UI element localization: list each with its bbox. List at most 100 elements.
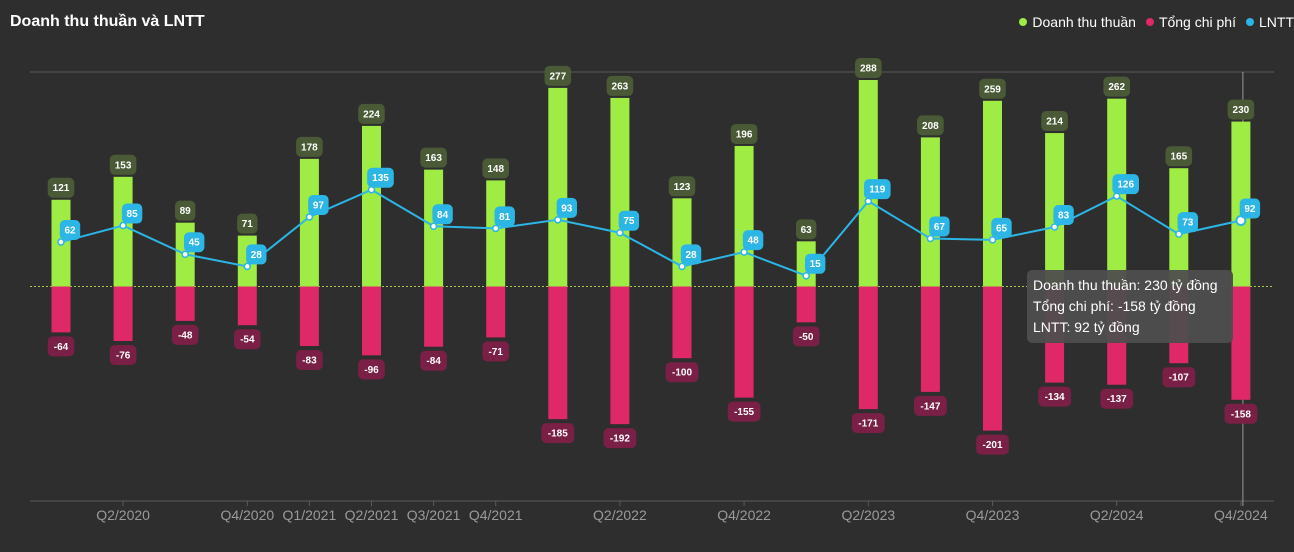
revenue-data-label: 224: [363, 109, 380, 120]
profit-point: [554, 216, 562, 224]
revenue-data-label-bg: [917, 115, 944, 136]
profit-data-label-bg: [184, 232, 205, 253]
revenue-bar: [734, 145, 754, 287]
profit-data-label-bg: [556, 197, 577, 218]
chart-title: Doanh thu thuần và LNTT: [10, 13, 205, 30]
revenue-data-label: 123: [674, 182, 691, 193]
revenue-data-label: 153: [115, 160, 132, 171]
expense-data-label: -84: [426, 356, 441, 367]
revenue-data-label: 148: [487, 164, 504, 175]
expense-data-label-bg: [792, 326, 820, 347]
revenue-data-label: 163: [425, 153, 442, 164]
revenue-data-label-bg: [1103, 76, 1130, 97]
profit-data-label-bg: [1177, 212, 1198, 233]
expense-bar: [51, 286, 71, 333]
expense-data-label: -96: [364, 365, 379, 376]
profit-data-label-bg: [367, 167, 394, 188]
revenue-data-label: 263: [612, 81, 629, 92]
legend-label-profit: LNTT: [1259, 14, 1294, 30]
profit-data-label: 83: [1058, 210, 1070, 221]
revenue-bar: [299, 158, 319, 287]
expense-bar: [299, 286, 319, 347]
expense-data-label: -137: [1107, 394, 1127, 405]
expense-bar: [1231, 286, 1251, 400]
expense-data-label-bg: [420, 350, 447, 371]
revenue-data-label: 230: [1233, 105, 1250, 116]
profit-data-label-bg: [805, 253, 826, 274]
expense-bar: [362, 286, 381, 356]
legend-dot-profit: [1246, 18, 1254, 26]
x-tick-label: Q4/2021: [469, 507, 523, 523]
expense-data-label: -155: [734, 407, 754, 418]
profit-data-label-bg: [1053, 204, 1074, 225]
revenue-data-label: 89: [180, 206, 192, 217]
expense-data-label-bg: [603, 428, 637, 449]
revenue-bar: [548, 87, 568, 287]
legend-item-revenue[interactable]: Doanh thu thuần: [1019, 14, 1136, 30]
profit-data-label: 126: [1117, 180, 1134, 191]
legend-item-profit[interactable]: LNTT: [1246, 14, 1294, 30]
expense-data-label-bg: [47, 336, 75, 357]
expense-data-label: -83: [302, 356, 317, 367]
profit-point: [181, 250, 189, 258]
expense-data-label-bg: [296, 350, 323, 371]
x-tick-label: Q4/2023: [966, 507, 1020, 523]
profit-point: [1175, 230, 1183, 238]
revenue-data-label: 262: [1108, 82, 1125, 93]
expense-data-label-bg: [234, 329, 261, 350]
profit-data-label-bg: [432, 204, 453, 225]
tooltip-expense: Tổng chi phí: -158 tỷ đồng: [1033, 298, 1196, 314]
revenue-bar: [983, 100, 1002, 287]
revenue-data-label-bg: [796, 219, 817, 240]
expense-data-label: -107: [1169, 373, 1189, 384]
legend-label-expense: Tổng chi phí: [1158, 14, 1236, 30]
profit-data-label: 73: [1182, 218, 1194, 229]
revenue-bar: [362, 125, 381, 287]
expense-data-label: -171: [858, 419, 878, 430]
expense-data-label-bg: [109, 344, 137, 365]
profit-data-label-bg: [308, 194, 329, 215]
profit-point: [926, 234, 935, 243]
expense-data-label: -147: [920, 401, 940, 412]
expense-data-label: -100: [672, 368, 692, 379]
profit-data-label-bg: [494, 206, 515, 227]
expense-data-label-bg: [1224, 403, 1258, 424]
profit-data-label-bg: [929, 216, 950, 237]
revenue-bar: [672, 198, 692, 287]
expense-data-label-bg: [541, 423, 575, 444]
profit-data-label-bg: [59, 220, 81, 241]
expense-bar: [486, 286, 506, 338]
profit-data-label: 84: [437, 210, 449, 221]
legend: Doanh thu thuần Tổng chi phí LNTT: [1019, 14, 1294, 30]
expense-data-label: -54: [240, 335, 255, 346]
legend-item-expense[interactable]: Tổng chi phí: [1145, 14, 1236, 30]
revenue-data-label-bg: [109, 154, 137, 175]
x-tick-label: Q2/2022: [593, 507, 647, 523]
revenue-data-label: 71: [242, 219, 254, 230]
profit-data-label: 119: [869, 185, 886, 196]
profit-point: [616, 228, 624, 237]
tooltip-revenue: Doanh thu thuần: 230 tỷ đồng: [1033, 277, 1218, 293]
revenue-data-label: 121: [53, 183, 70, 194]
expense-bar: [796, 286, 816, 323]
profit-point: [429, 222, 438, 231]
profit-point: [119, 221, 127, 230]
profit-data-label-bg: [1239, 198, 1261, 219]
revenue-data-label: 178: [301, 142, 318, 153]
expense-bar: [672, 286, 692, 359]
expense-data-label-bg: [727, 401, 761, 422]
profit-point: [491, 224, 500, 233]
revenue-data-label-bg: [482, 158, 509, 179]
revenue-data-label-bg: [420, 147, 447, 168]
profit-data-label: 28: [685, 250, 697, 261]
tooltip: Doanh thu thuần: 230 tỷ đồng Tổng chi ph…: [1027, 270, 1233, 343]
x-tick-label: Q2/2021: [345, 507, 399, 523]
x-tick-label: Q2/2020: [96, 507, 150, 523]
expense-data-label-bg: [482, 341, 509, 362]
expense-data-label-bg: [1100, 388, 1134, 409]
x-tick-label: Q4/2020: [220, 507, 274, 523]
revenue-data-label: 259: [984, 84, 1001, 95]
revenue-data-label-bg: [358, 103, 385, 124]
profit-data-label-bg: [742, 230, 764, 251]
